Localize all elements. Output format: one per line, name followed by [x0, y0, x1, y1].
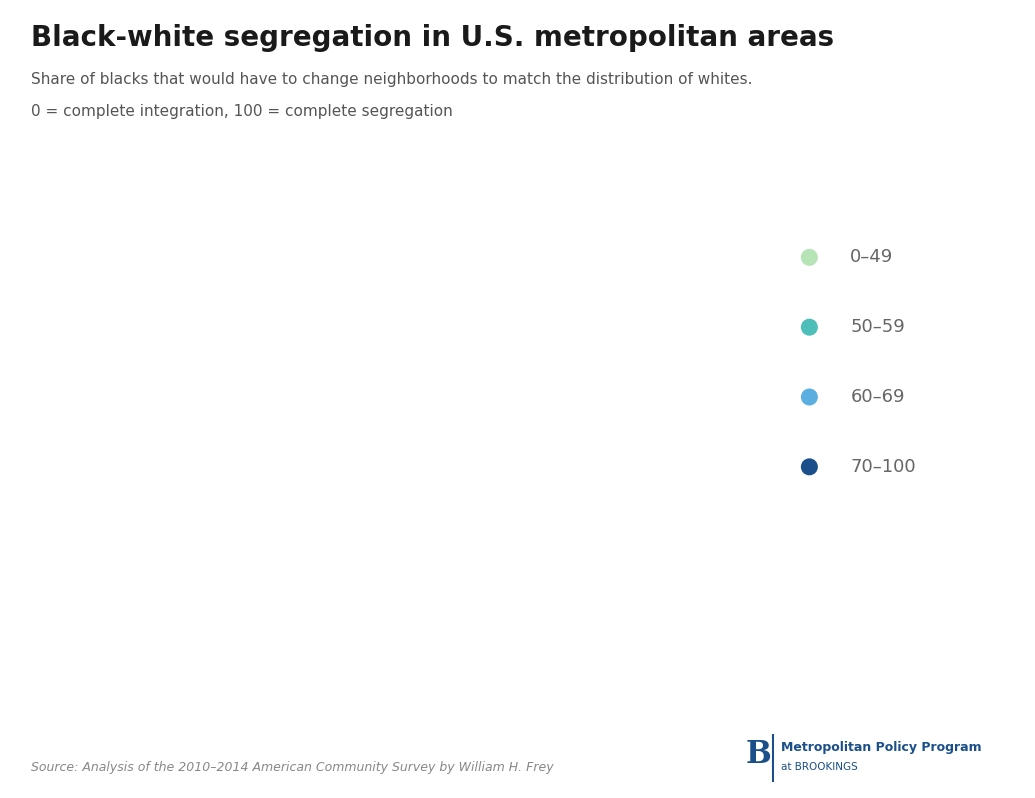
Text: at BROOKINGS: at BROOKINGS: [781, 761, 858, 772]
Text: Source: Analysis of the 2010–2014 American Community Survey by William H. Frey: Source: Analysis of the 2010–2014 Americ…: [31, 761, 554, 774]
Text: 60–69: 60–69: [851, 388, 905, 406]
Text: Metropolitan Policy Program: Metropolitan Policy Program: [781, 741, 982, 754]
Text: Share of blacks that would have to change neighborhoods to match the distributio: Share of blacks that would have to chang…: [31, 72, 752, 87]
Text: 0 = complete integration, 100 = complete segregation: 0 = complete integration, 100 = complete…: [31, 104, 452, 119]
Text: 50–59: 50–59: [851, 318, 905, 336]
Text: B: B: [745, 739, 771, 770]
Text: 70–100: 70–100: [851, 458, 916, 476]
Text: 0–49: 0–49: [851, 248, 893, 267]
Text: Black-white segregation in U.S. metropolitan areas: Black-white segregation in U.S. metropol…: [31, 24, 834, 52]
